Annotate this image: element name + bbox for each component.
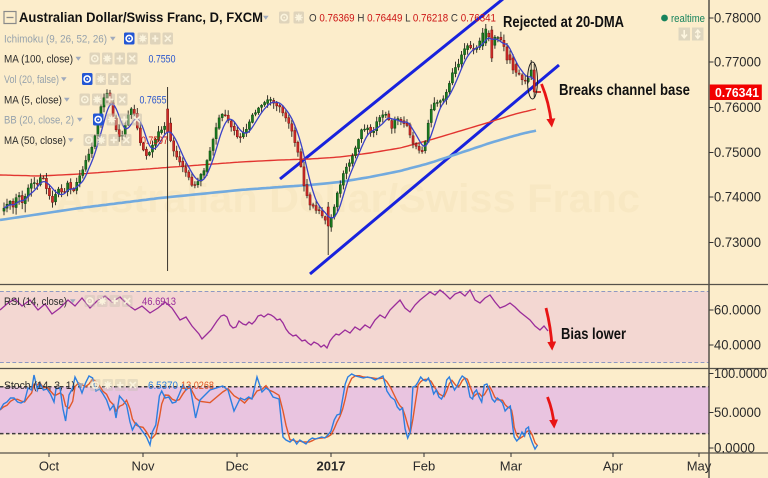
svg-text:13.0268: 13.0268 — [181, 380, 214, 392]
svg-text:Oct: Oct — [39, 459, 60, 474]
svg-text:0.76000: 0.76000 — [714, 100, 761, 115]
svg-text:40.0000: 40.0000 — [714, 338, 761, 353]
svg-text:6.5370: 6.5370 — [148, 380, 178, 392]
svg-text:Dec: Dec — [225, 459, 249, 474]
svg-text:BB (20, close, 2): BB (20, close, 2) — [4, 115, 74, 127]
svg-text:46.6913: 46.6913 — [142, 296, 176, 308]
svg-text:MA (50, close): MA (50, close) — [4, 135, 66, 147]
svg-text:0.78000: 0.78000 — [714, 11, 761, 26]
svg-text:0.75000: 0.75000 — [714, 145, 761, 160]
svg-text:Feb: Feb — [413, 459, 435, 474]
svg-text:MA (5, close): MA (5, close) — [4, 95, 62, 107]
svg-text:0.76341: 0.76341 — [715, 85, 759, 100]
svg-text:Apr: Apr — [603, 459, 624, 474]
svg-text:Nov: Nov — [131, 459, 155, 474]
svg-text:MA (100, close): MA (100, close) — [4, 54, 73, 66]
svg-text:Breaks channel base: Breaks channel base — [559, 82, 690, 99]
svg-text:Ichimoku (9, 26, 52, 26): Ichimoku (9, 26, 52, 26) — [4, 34, 107, 46]
svg-text:Mar: Mar — [500, 459, 523, 474]
svg-text:0.77000: 0.77000 — [714, 55, 761, 70]
svg-text:Australian Dollar/Swiss Franc,: Australian Dollar/Swiss Franc, D, FXCM — [19, 10, 263, 25]
svg-text:RSI (14, close): RSI (14, close) — [4, 296, 67, 308]
svg-text:0.0000: 0.0000 — [714, 441, 755, 456]
svg-text:Rejected at 20-DMA: Rejected at 20-DMA — [503, 14, 624, 31]
svg-text:100.0000: 100.0000 — [714, 366, 767, 381]
svg-text:50.0000: 50.0000 — [714, 405, 761, 420]
svg-text:Bias lower: Bias lower — [561, 326, 626, 343]
svg-text:0.7655: 0.7655 — [140, 95, 167, 107]
svg-text:2017: 2017 — [317, 459, 346, 474]
svg-text:0.73000: 0.73000 — [714, 235, 761, 250]
svg-text:0.74000: 0.74000 — [714, 190, 761, 205]
svg-text:Vol (20, false): Vol (20, false) — [4, 74, 59, 86]
svg-text:realtime: realtime — [671, 13, 705, 25]
svg-text:60.0000: 60.0000 — [714, 303, 761, 318]
svg-text:May: May — [687, 459, 712, 474]
svg-text:Stoch (14, 3, 1): Stoch (14, 3, 1) — [4, 380, 75, 392]
svg-text:0.7550: 0.7550 — [149, 54, 176, 66]
svg-text:O 0.76369 H 0.76449 L 0.76218: O 0.76369 H 0.76449 L 0.76218 C 0.76341 — [309, 13, 496, 25]
svg-text:0.7597: 0.7597 — [141, 135, 168, 147]
